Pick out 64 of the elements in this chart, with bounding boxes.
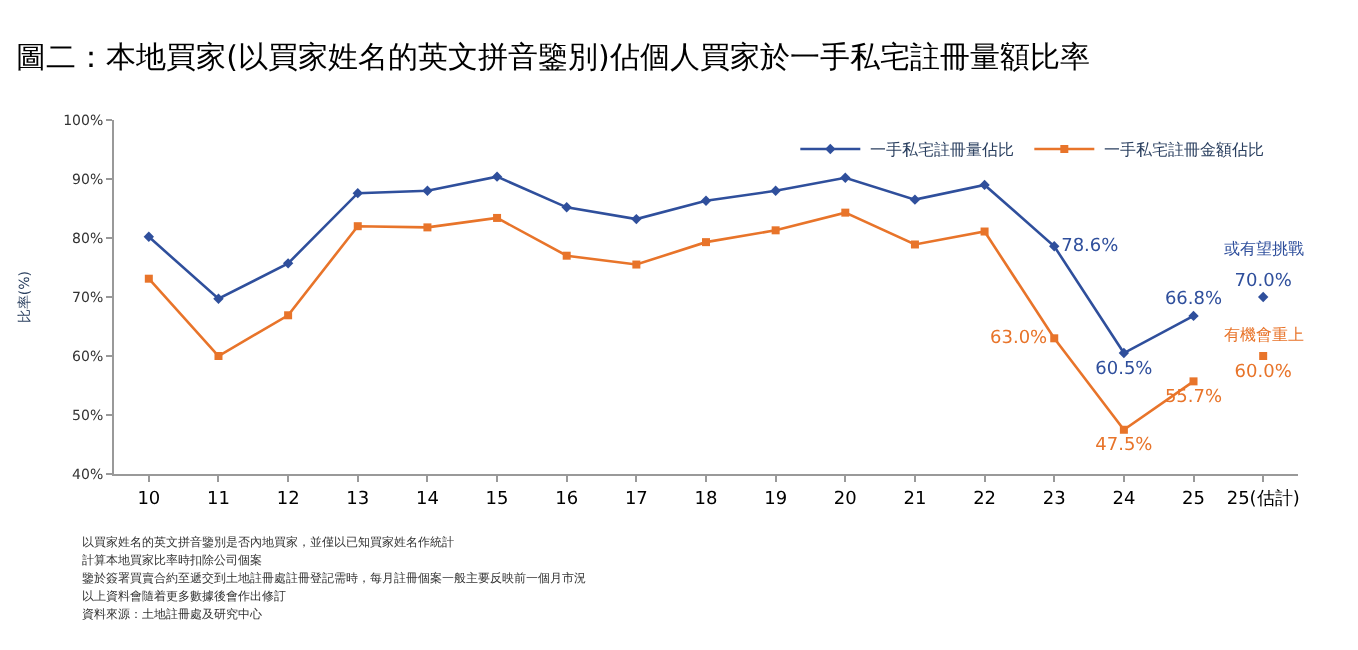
x-tick-label: 18: [694, 489, 718, 510]
x-tick-label: 11: [207, 489, 230, 510]
data-label: 47.5%: [1095, 436, 1154, 457]
point: [771, 226, 780, 235]
x-tick-label: 16: [555, 489, 579, 510]
point: [1049, 241, 1060, 252]
point: [979, 179, 990, 191]
x-tick-label: 21: [903, 489, 927, 510]
x-tick-label: 20: [833, 489, 858, 510]
x-tick-label: 24: [1112, 489, 1136, 510]
point: [143, 231, 155, 243]
annotation: 有機會重上: [1224, 326, 1304, 344]
point: [1259, 352, 1268, 360]
point: [353, 222, 362, 231]
point: [910, 240, 919, 249]
point: [422, 185, 433, 196]
legend-label: 一手私宅註冊金額佔比: [1104, 141, 1265, 160]
annotation: 或有望挑戰: [1224, 240, 1304, 258]
x-tick-label: 15: [485, 489, 509, 510]
point: [1119, 425, 1128, 434]
x-tick-label: 13: [346, 489, 370, 510]
legend-label: 一手私宅註冊量佔比: [870, 141, 1015, 160]
point: [770, 185, 781, 196]
data-label: 63.0%: [990, 328, 1049, 349]
data-label: 78.6%: [1061, 236, 1120, 257]
point: [700, 195, 712, 207]
point: [909, 194, 921, 205]
point: [631, 213, 642, 225]
x-tick-label: 14: [415, 489, 440, 510]
point: [1118, 347, 1130, 359]
point: [213, 293, 224, 304]
data-label: 60.0%: [1234, 362, 1293, 383]
point: [284, 311, 293, 320]
data-label: 66.8%: [1164, 290, 1223, 311]
point: [352, 187, 363, 199]
x-tick-label: 25: [1182, 489, 1205, 510]
x-tick-label: 17: [624, 489, 648, 510]
point: [980, 227, 989, 236]
x-tick-label: 23: [1042, 489, 1066, 510]
point: [491, 171, 503, 182]
x-tick-label: 25(估計): [1226, 487, 1300, 510]
chart-title: 圖二：本地買家(以買家姓名的英文拼音鑒別)佔個人買家於一手私宅註冊量額比率: [16, 38, 1090, 75]
point: [214, 352, 223, 360]
point: [1257, 291, 1269, 303]
x-tick-label: 12: [276, 489, 300, 510]
point: [840, 172, 851, 184]
point: [561, 202, 572, 213]
point: [841, 208, 850, 217]
data-label: 70.0%: [1234, 271, 1293, 292]
x-tick-label: 19: [764, 489, 788, 510]
point: [144, 274, 153, 283]
point: [702, 238, 710, 247]
point: [423, 223, 432, 232]
x-tick-label: 10: [137, 489, 161, 510]
point: [282, 258, 294, 269]
point: [632, 260, 641, 269]
point: [562, 251, 571, 260]
point: [1188, 310, 1199, 322]
data-label: 60.5%: [1095, 359, 1154, 380]
point: [1189, 377, 1198, 386]
x-tick-label: 22: [973, 489, 997, 510]
point: [1050, 334, 1059, 343]
data-label: 55.7%: [1164, 387, 1223, 408]
point: [493, 213, 502, 222]
